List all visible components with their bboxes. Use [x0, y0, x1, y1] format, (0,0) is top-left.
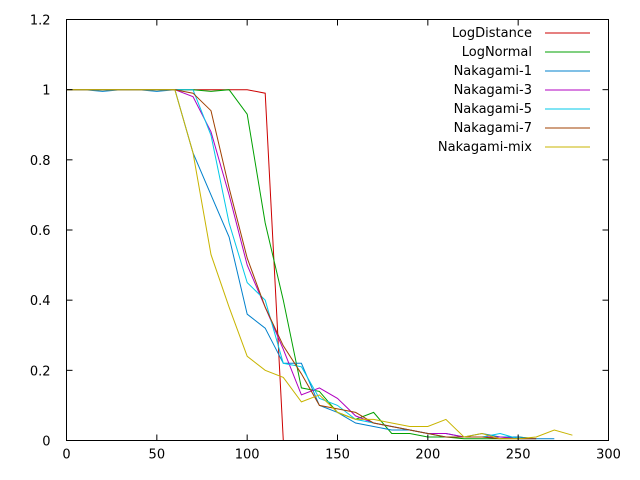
legend-label-logdistance: LogDistance: [452, 26, 532, 41]
x-tick-label: 250: [506, 448, 531, 463]
series-line-logdistance: [66, 89, 287, 441]
legend: LogDistance LogNormal Nakagami-1 Nakagami-3…: [438, 26, 590, 155]
series-line-nakagami-mix: [66, 89, 573, 440]
legend-label-nakagami-7: Nakagami-7: [454, 121, 532, 136]
y-tick-label: 1: [42, 84, 50, 99]
x-tick-label: 200: [415, 448, 440, 463]
legend-label-nakagami-1: Nakagami-1: [454, 64, 532, 79]
legend-label-lognormal: LogNormal: [462, 45, 532, 60]
y-tick-label: 0.2: [30, 364, 51, 379]
y-tick-label: 0.8: [30, 154, 51, 169]
y-tick-label: 0: [42, 435, 50, 450]
x-tick-label: 100: [235, 448, 260, 463]
ticks-layer: 0 50 100 150 200 250 300 0 0.2 0.4 0.6 0.8 1 1.2: [30, 14, 621, 463]
x-tick-label: 0: [62, 448, 70, 463]
y-tick-label: 0.4: [30, 294, 51, 309]
legend-label-nakagami-mix: Nakagami-mix: [438, 140, 532, 155]
series-layer: [66, 89, 573, 441]
x-tick-label: 150: [325, 448, 350, 463]
x-tick-label: 300: [596, 448, 621, 463]
legend-label-nakagami-5: Nakagami-5: [454, 102, 532, 117]
legend-label-nakagami-3: Nakagami-3: [454, 83, 532, 98]
x-tick-label: 50: [149, 448, 166, 463]
y-tick-label: 0.6: [30, 224, 51, 239]
y-tick-label: 1.2: [30, 14, 51, 29]
